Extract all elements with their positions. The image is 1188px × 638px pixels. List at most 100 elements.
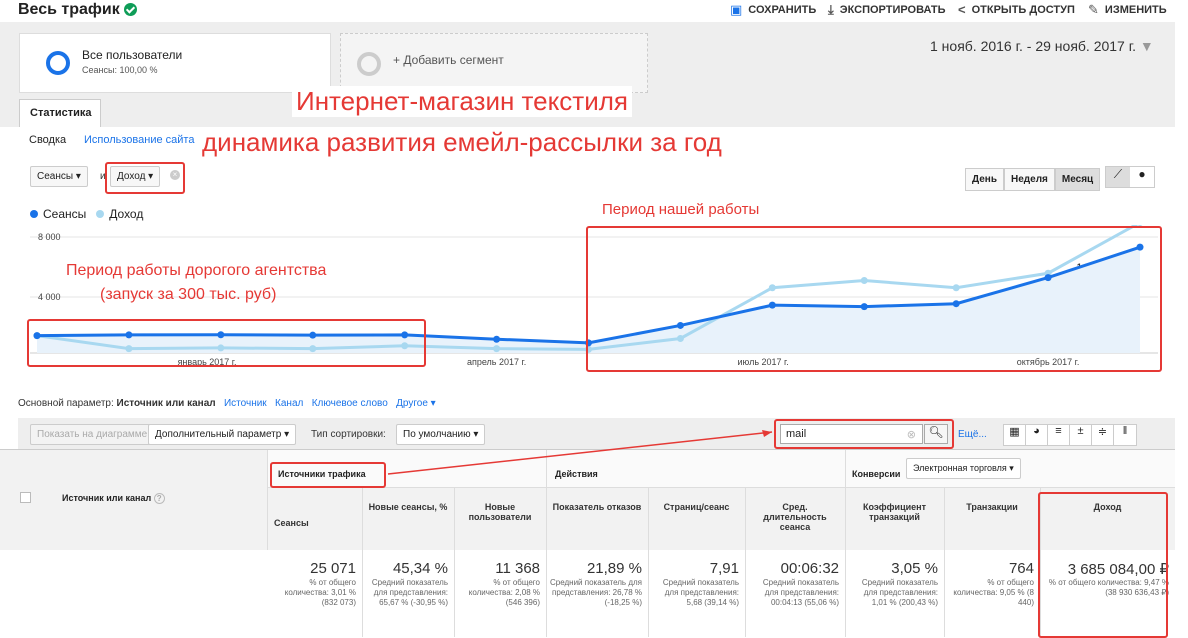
edit-button[interactable]: ✎ ИЗМЕНИТЬ (1088, 2, 1167, 17)
col-header[interactable]: Сеансы (274, 518, 309, 528)
save-button[interactable]: ▣ СОХРАНИТЬ (730, 2, 817, 17)
segment-all-users[interactable]: Все пользователи Сеансы: 100,00 % (19, 33, 331, 93)
verified-icon (123, 3, 137, 17)
dimension-keyword[interactable]: Ключевое слово (311, 398, 388, 409)
share-button[interactable]: < ОТКРЫТЬ ДОСТУП (958, 2, 1075, 17)
col-divider (944, 488, 945, 637)
col-header[interactable]: Доход (1093, 502, 1122, 512)
total-subtext: % от общего количества: 9,05 % (8 440) (953, 578, 1034, 607)
data-table: Источник или канал ? Источники трафика Д… (0, 449, 1175, 638)
col-divider (362, 488, 363, 637)
help-icon[interactable]: ? (153, 493, 165, 504)
pivot-view-icon[interactable]: ‖ (1122, 425, 1128, 437)
y-tick-label: 8 000 (38, 232, 61, 242)
pie-view-icon[interactable]: ◕ (1026, 425, 1048, 445)
total-value: 11 368 (495, 560, 540, 577)
bar-view-icon[interactable]: ≡ (1048, 425, 1070, 445)
line-chart-icon[interactable]: ⟋ (1106, 167, 1130, 187)
page-title: Весь трафик (18, 1, 137, 19)
data-point (33, 332, 41, 340)
overlay-our-period: Период нашей работы (602, 201, 760, 218)
series-area (37, 247, 1140, 353)
col-header[interactable]: Сред. длительность сеанса (763, 502, 827, 532)
tab-statistics[interactable]: Статистика (19, 99, 101, 127)
total-value: 45,34 % (392, 560, 448, 577)
term-cloud-icon[interactable]: ≑ (1092, 425, 1114, 445)
clear-icon[interactable]: ⊗ (906, 429, 916, 441)
chart-type-toggle: ⟋ ● (1105, 166, 1155, 188)
col-header[interactable]: Новые сеансы, % (368, 502, 448, 512)
sort-select[interactable]: По умолчанию ▾ (396, 424, 486, 445)
search-icon[interactable]: 🔍︎ (924, 424, 948, 444)
data-point (493, 335, 501, 343)
export-button[interactable]: ⤓ ЭКСПОРТИРОВАТЬ (828, 2, 946, 17)
highlight-our-period (586, 226, 1162, 372)
col-divider (1040, 488, 1041, 637)
col-header[interactable]: Коэффициент транзакций (862, 502, 927, 522)
x-tick-label: апрель 2017 г. (467, 357, 526, 367)
more-link[interactable]: Ещё... (958, 429, 987, 440)
dimension-active[interactable]: Источник или канал (116, 398, 216, 409)
show-on-chart-button[interactable]: Показать на диаграмме (30, 424, 155, 445)
period-month[interactable]: Месяц (1054, 168, 1101, 191)
period-week[interactable]: Неделя (1004, 168, 1055, 191)
add-segment-button[interactable]: + Добавить сегмент (340, 33, 648, 93)
compare-view-icon[interactable]: ± (1070, 425, 1092, 445)
dimension-source[interactable]: Источник (223, 398, 267, 409)
col-divider (454, 488, 455, 637)
metric-select-sessions[interactable]: Сеансы ▾ (30, 166, 88, 187)
period-toggle: День Неделя Месяц (965, 168, 1101, 191)
data-point (493, 345, 501, 353)
sort-label: Тип сортировки: (311, 429, 386, 440)
chevron-down-icon: ▼ (1139, 38, 1154, 54)
subnav-summary[interactable]: Сводка (29, 134, 67, 146)
col-header[interactable]: Показатель отказов (552, 502, 642, 512)
dimension-channel[interactable]: Канал (275, 398, 304, 409)
total-subtext: Средний показатель для представления: 1,… (861, 578, 938, 607)
col-source-label[interactable]: Источник или канал ? (62, 493, 165, 504)
y-tick-label: 4 000 (38, 292, 61, 302)
overlay-agency: Период работы дорогого агентства (66, 262, 327, 279)
col-header[interactable]: Новые пользователи (468, 502, 532, 522)
segment-ring-icon (46, 51, 70, 75)
data-point (125, 345, 133, 353)
highlight-traffic-group (270, 462, 386, 488)
total-value: 3 685 084,00 ₽ (1067, 561, 1169, 578)
segment-label: Все пользователи (82, 48, 183, 62)
remove-icon[interactable]: × (170, 170, 180, 180)
select-all-checkbox[interactable] (20, 492, 31, 503)
view-toggle: ▦ ◕ ≡ ± ≑ ‖ (1003, 424, 1137, 446)
period-day[interactable]: День (965, 168, 1004, 191)
data-point (952, 284, 960, 292)
total-value: 21,89 % (586, 560, 642, 577)
table-view-icon[interactable]: ▦ (1004, 425, 1026, 445)
share-icon: < (958, 2, 966, 17)
secondary-dimension-select[interactable]: Дополнительный параметр ▾ (148, 424, 297, 445)
x-tick-label: январь 2017 г. (178, 357, 237, 367)
data-point (125, 331, 133, 339)
segment-ring-icon (357, 52, 381, 76)
total-value: 764 (1008, 560, 1034, 577)
conversion-select[interactable]: Электронная торговля ▾ (906, 458, 1021, 479)
total-subtext: % от общего количества: 2,08 % (546 396) (468, 578, 540, 607)
metric-select-revenue[interactable]: Доход ▾ (110, 166, 161, 187)
data-point (676, 335, 684, 342)
col-header[interactable]: Транзакции (966, 502, 1018, 512)
column-group-row (268, 450, 1175, 488)
data-point (401, 342, 409, 350)
search-input[interactable]: mail ⊗ (780, 424, 923, 444)
total-subtext: Средний показатель для представления: 5,… (662, 578, 739, 607)
subnav-site-usage[interactable]: Использование сайта (84, 134, 195, 146)
pencil-icon: ✎ (1088, 2, 1099, 17)
date-range-picker[interactable]: 1 нояб. 2016 г. - 29 нояб. 2017 г. ▼ (930, 38, 1154, 54)
data-point (309, 331, 317, 339)
total-value: 3,05 % (891, 560, 938, 577)
motion-chart-icon[interactable]: ● (1138, 167, 1146, 181)
col-header[interactable]: Страниц/сеанс (663, 502, 730, 512)
dimension-other[interactable]: Другое (396, 398, 428, 409)
overlay-subtitle: динамика развития емейл-рассылки за год (198, 127, 726, 158)
floppy-icon: ▣ (730, 2, 743, 17)
top-bar: Весь трафик ▣ СОХРАНИТЬ ⤓ ЭКСПОРТИРОВАТЬ <… (0, 0, 1188, 22)
total-subtext: Средний показатель для представления: 00… (762, 578, 839, 607)
